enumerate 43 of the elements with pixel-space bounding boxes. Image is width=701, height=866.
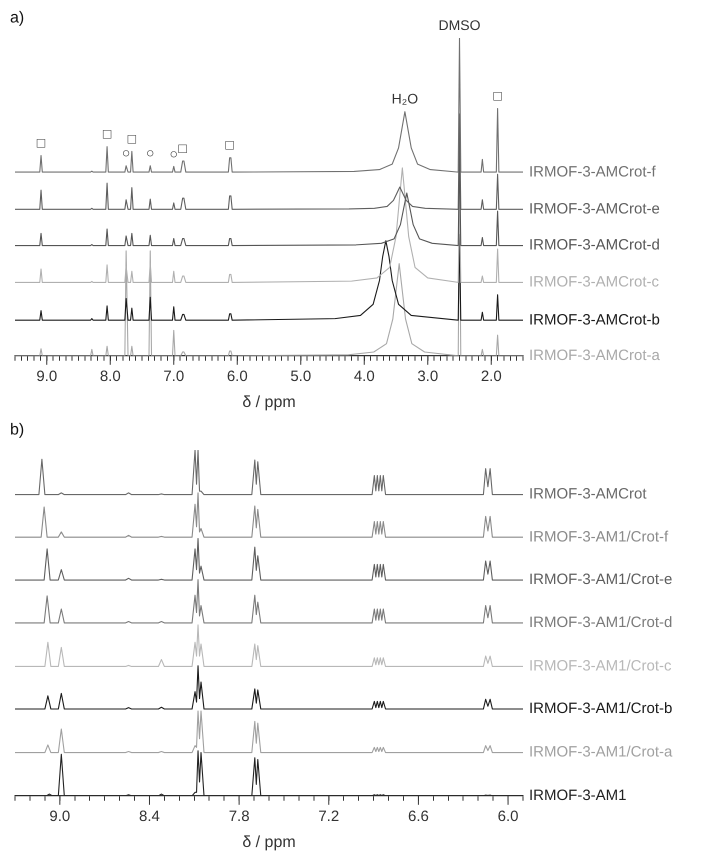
x-tick-label: 5.0 — [290, 368, 312, 385]
x-tick-label: 3.0 — [417, 368, 438, 385]
series-label: IRMOF-3-AMCrot — [529, 486, 648, 503]
series-label: IRMOF-3-AM1/Crot-f — [529, 528, 669, 546]
annotation: DMSO — [438, 16, 481, 33]
series-label: IRMOF-3-AMCrot-d — [529, 236, 660, 254]
chart-title: a) — [10, 9, 24, 26]
series-label: IRMOF-3-AMCrot-a — [529, 346, 660, 364]
x-tick-label: 4.0 — [354, 368, 375, 385]
annotation: □ — [493, 87, 502, 104]
x-tick-label: 7.8 — [228, 808, 250, 825]
annotation: ○ — [146, 144, 154, 161]
chart-title: b) — [10, 421, 24, 438]
series-label: IRMOF-3-AM1 — [529, 786, 626, 804]
series-label: IRMOF-3-AMCrot-f — [529, 163, 656, 180]
series-label: IRMOF-3-AMCrot-b — [529, 311, 660, 328]
annotation: □ — [178, 140, 188, 156]
x-tick-label: 6.0 — [226, 368, 248, 385]
x-tick-label: 8.0 — [100, 368, 121, 385]
series-label: IRMOF-3-AM1/Crot-c — [529, 658, 672, 675]
x-tick-label: 7.0 — [163, 368, 184, 385]
series-label: IRMOF-3-AM1/Crot-e — [529, 571, 672, 588]
annotation: ○ — [122, 144, 130, 161]
annotation: ○ — [170, 145, 178, 162]
series-label: IRMOF-3-AM1/Crot-a — [529, 744, 673, 761]
series-label: IRMOF-3-AMCrot-c — [529, 274, 660, 291]
series-label: IRMOF-3-AMCrot-e — [529, 200, 660, 218]
annotation: □ — [36, 134, 46, 150]
series-label: IRMOF-3-AM1/Crot-b — [529, 700, 672, 718]
x-tick-label: 8.4 — [139, 808, 160, 825]
x-axis-title: δ / ppm — [242, 394, 296, 411]
x-tick-label: 7.2 — [318, 808, 340, 825]
x-tick-label: 9.0 — [49, 808, 70, 825]
series-label: IRMOF-3-AM1/Crot-d — [529, 614, 672, 632]
annotation: □ — [225, 136, 234, 153]
x-tick-label: 2.0 — [480, 368, 502, 385]
annotation: H₂O — [392, 90, 418, 107]
annotation: □ — [102, 126, 112, 142]
x-axis-title: δ / ppm — [242, 834, 296, 851]
x-tick-label: 6.0 — [498, 808, 518, 825]
x-tick-label: 6.6 — [408, 808, 429, 825]
annotation: □ — [128, 130, 137, 146]
x-tick-label: 9.0 — [36, 368, 58, 385]
